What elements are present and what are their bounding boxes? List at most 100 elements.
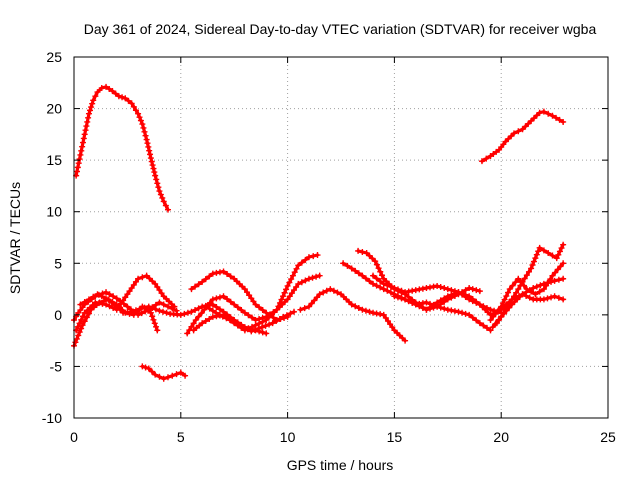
data-point — [295, 262, 302, 269]
data-point — [451, 290, 458, 297]
data-point — [423, 306, 430, 313]
data-point — [237, 322, 244, 329]
data-point — [154, 327, 161, 334]
data-point — [132, 107, 139, 114]
data-point — [171, 303, 178, 310]
data-point — [90, 97, 97, 104]
data-point — [190, 320, 197, 327]
data-point — [249, 314, 255, 321]
data-point — [370, 280, 377, 287]
data-point — [441, 295, 448, 302]
data-point — [106, 291, 113, 298]
series-track-high-late — [478, 108, 567, 165]
data-point — [377, 268, 384, 275]
data-point — [394, 286, 401, 293]
data-point — [111, 301, 118, 308]
chart-title: Day 361 of 2024, Sidereal Day-to-day VTE… — [84, 21, 597, 37]
data-point — [198, 310, 205, 317]
data-point — [252, 322, 259, 329]
data-point — [252, 317, 259, 324]
data-point — [512, 279, 519, 286]
data-point — [437, 284, 444, 291]
data-point — [147, 309, 154, 316]
data-point — [551, 293, 558, 300]
data-point — [164, 374, 171, 381]
x-tick-label: 15 — [387, 429, 403, 445]
data-point — [301, 305, 308, 312]
y-tick-label: 25 — [46, 49, 62, 65]
data-point — [359, 248, 366, 255]
data-point — [286, 279, 293, 286]
data-point — [152, 306, 159, 313]
data-point — [259, 329, 266, 336]
data-point — [80, 135, 87, 142]
data-point — [427, 304, 433, 311]
data-point — [213, 295, 220, 302]
x-tick-label: 25 — [600, 429, 616, 445]
data-point — [230, 318, 237, 325]
series-track-i — [203, 303, 298, 335]
data-point — [506, 286, 513, 293]
data-point — [462, 291, 469, 298]
data-point — [478, 158, 485, 165]
data-point — [220, 293, 227, 300]
data-point — [114, 304, 121, 311]
data-point — [224, 296, 231, 303]
data-point — [81, 298, 88, 305]
y-axis-label: SDTVAR / TECUs — [7, 182, 23, 294]
data-point — [201, 306, 208, 313]
data-point — [251, 326, 258, 333]
data-point — [551, 277, 558, 284]
data-point — [156, 373, 163, 380]
data-point — [373, 275, 380, 282]
data-point — [405, 298, 412, 305]
x-tick-label: 0 — [70, 429, 78, 445]
data-point — [503, 307, 510, 314]
data-point — [297, 306, 304, 313]
data-point — [206, 315, 213, 322]
data-point — [530, 285, 537, 292]
data-point — [73, 335, 80, 342]
data-point — [213, 303, 220, 310]
data-point — [142, 364, 149, 371]
data-point — [441, 305, 448, 312]
data-point — [555, 251, 562, 258]
data-point — [85, 296, 92, 303]
x-tick-labels: 0 5 10 15 20 25 — [70, 429, 616, 445]
data-point — [220, 268, 227, 275]
data-point — [558, 245, 565, 252]
data-point — [553, 114, 560, 121]
data-point — [177, 311, 184, 318]
data-point — [216, 311, 223, 318]
data-point — [363, 249, 370, 256]
data-point — [352, 267, 359, 274]
data-point — [340, 260, 347, 267]
data-point — [234, 304, 241, 311]
data-point — [536, 109, 543, 116]
data-point — [224, 270, 231, 277]
data-point — [173, 307, 180, 314]
data-point — [525, 120, 532, 127]
data-point — [473, 298, 480, 305]
data-point — [79, 313, 86, 320]
data-point — [523, 272, 530, 279]
data-point — [557, 263, 564, 270]
data-point — [150, 316, 157, 323]
data-point — [492, 310, 499, 317]
data-point — [276, 315, 283, 322]
data-point — [252, 301, 259, 308]
y-tick-label: 15 — [46, 152, 62, 168]
data-point — [124, 303, 131, 310]
data-point — [109, 88, 116, 95]
data-point — [82, 127, 89, 134]
data-point — [466, 285, 473, 292]
data-point — [327, 286, 334, 293]
data-point — [284, 296, 291, 303]
data-point — [169, 372, 176, 379]
series-track-d — [77, 291, 270, 337]
data-point — [323, 287, 330, 294]
data-point — [238, 307, 245, 314]
data-point — [81, 318, 88, 325]
data-point — [140, 124, 147, 131]
data-point — [530, 115, 537, 122]
